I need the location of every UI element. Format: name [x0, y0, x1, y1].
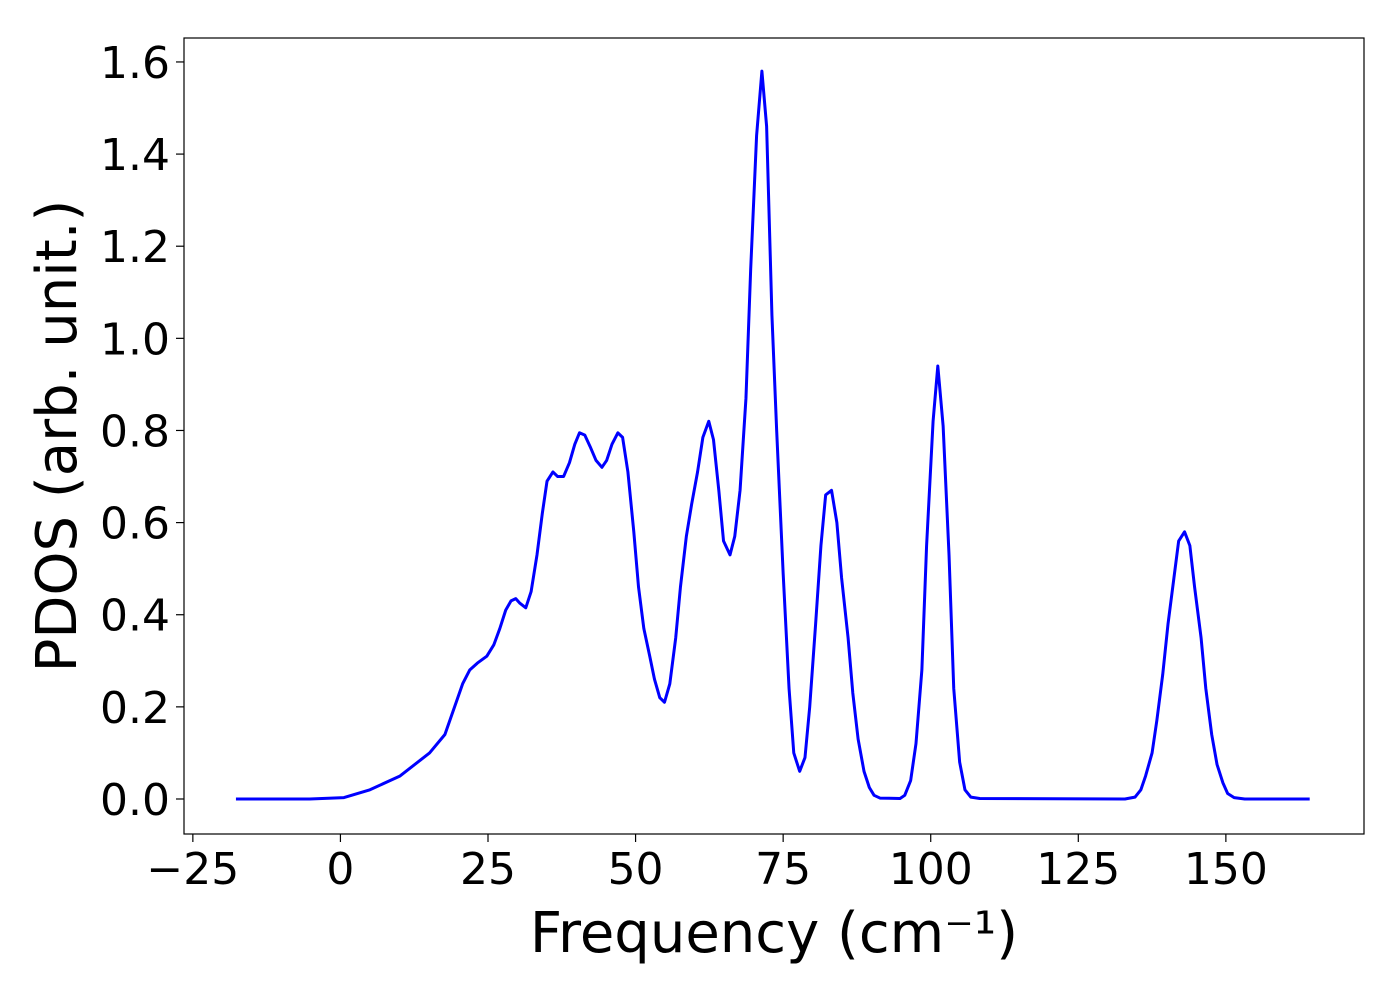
x-tick-label: 0	[326, 844, 354, 895]
x-tick-label: 125	[1036, 844, 1120, 895]
x-tick-label: 50	[608, 844, 664, 895]
y-tick-label: 1.4	[100, 130, 170, 181]
plot-frame	[183, 37, 1365, 835]
y-tick-label: 0.6	[100, 499, 170, 550]
y-tick-label: 1.0	[100, 314, 170, 365]
y-tick-label: 1.2	[100, 222, 170, 273]
pdos-line	[235, 69, 1310, 801]
y-tick-label: 0.0	[100, 775, 170, 826]
y-tick-label: 0.2	[100, 683, 170, 734]
x-tick-label: 25	[460, 844, 516, 895]
x-tick-label: 75	[755, 844, 811, 895]
y-tick-label: 1.6	[100, 38, 170, 89]
y-tick-label: 0.8	[100, 406, 170, 457]
x-tick-label: 150	[1184, 844, 1268, 895]
x-tick-label: −25	[146, 844, 239, 895]
x-tick-label: 100	[889, 844, 973, 895]
y-tick-label: 0.4	[100, 591, 170, 642]
y-axis-label: PDOS (arb. unit.)	[25, 200, 90, 673]
x-axis-label: Frequency (cm⁻¹)	[530, 901, 1018, 966]
